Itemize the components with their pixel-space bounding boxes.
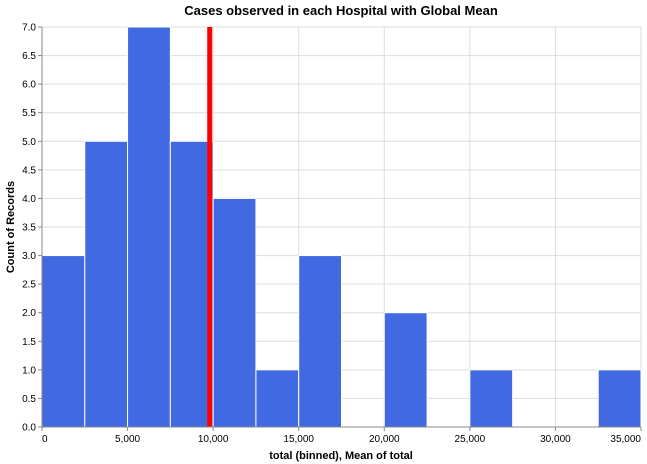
chart-title: Cases observed in each Hospital with Glo… [184,3,498,18]
histogram-bar [127,26,171,428]
y-axis-title: Count of Records [5,181,17,273]
histogram-bar [212,197,257,428]
x-tick-label: 5,000 [115,434,140,445]
x-tick-label: 25,000 [455,434,486,445]
y-tick-label: 5.0 [22,137,36,148]
axes: 0.0 0.5 1.0 1.5 2.0 2.5 3.0 3.5 4.0 4.5 5.0 5.5 6.0 6… [22,23,642,445]
y-tick-label: 3.5 [22,223,36,234]
histogram-bar [41,255,86,428]
histogram-bar [84,140,129,428]
y-tick-label: 5.5 [22,108,36,119]
y-tick-label: 0.5 [22,394,36,405]
y-tick-label: 6.5 [22,51,36,62]
histogram-bar [255,369,300,428]
x-tick-label: 20,000 [369,434,400,445]
y-tick-label: 2.5 [22,280,36,291]
histogram-bar [469,369,514,428]
x-tick-label: 10,000 [198,434,229,445]
y-tick-label: 4.0 [22,194,36,205]
y-tick-label: 1.5 [22,337,36,348]
histogram-bar [597,369,642,428]
histogram-bar [298,255,343,428]
x-tick-label: 30,000 [540,434,571,445]
x-tick-label: 15,000 [283,434,314,445]
y-tick-label: 3.0 [22,251,36,262]
histogram-bar [383,312,428,428]
y-tick-label: 6.0 [22,80,36,91]
x-tick-label: 0 [42,434,48,445]
y-tick-label: 1.0 [22,365,36,376]
bars [41,26,642,428]
y-tick-label: 0.0 [22,423,36,434]
y-tick-label: 4.5 [22,165,36,176]
x-axis-title: total (binned), Mean of total [269,450,413,462]
x-tick-label: 35,000 [610,434,641,445]
y-tick-label: 7.0 [22,23,36,34]
y-tick-label: 2.0 [22,308,36,319]
histogram-bar [169,140,214,428]
